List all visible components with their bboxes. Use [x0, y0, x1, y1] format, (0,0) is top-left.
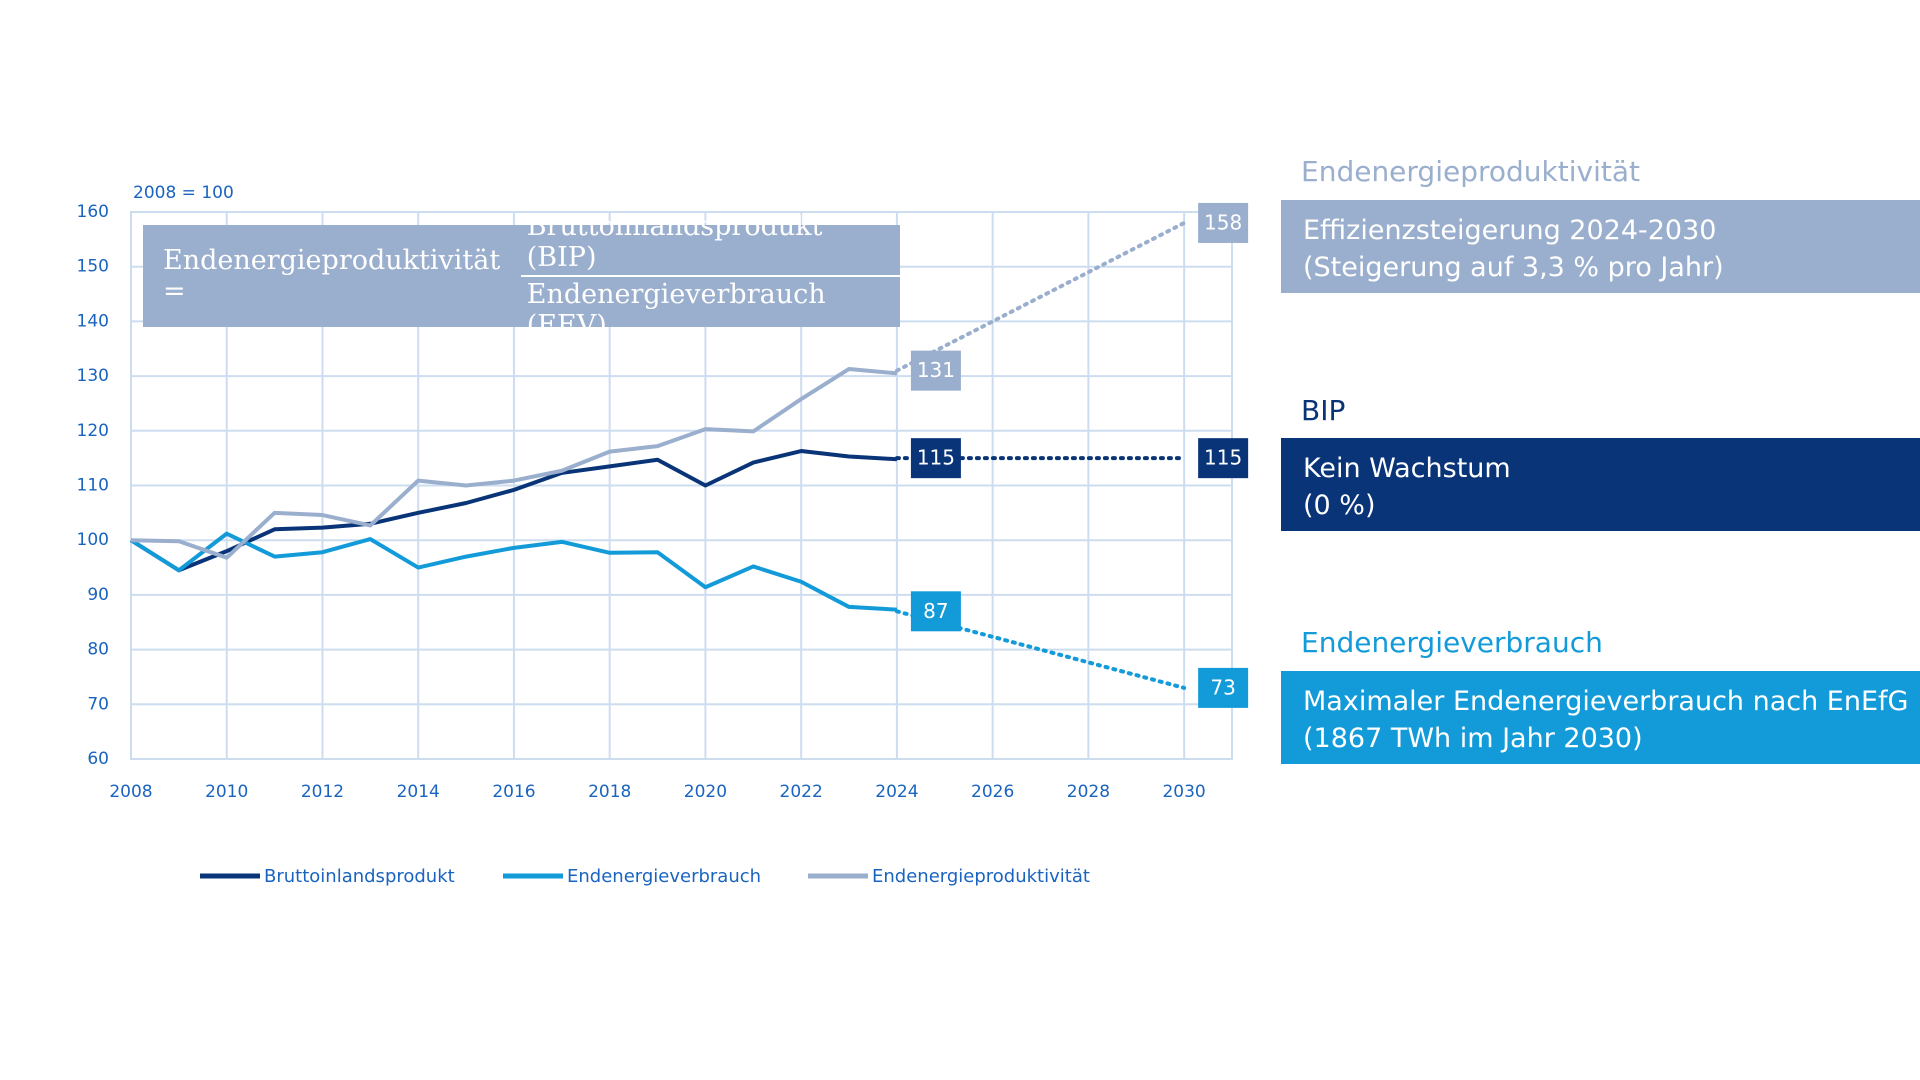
y-tick-label: 90 — [87, 585, 109, 605]
panel-text: Maximaler Endenergieverbrauch nach EnEfG — [1303, 686, 1909, 717]
x-tick-label: 2012 — [301, 782, 344, 802]
legend-label: Endenergieproduktivität — [872, 866, 1090, 887]
x-tick-label: 2028 — [1067, 782, 1110, 802]
y-tick-label: 70 — [87, 694, 109, 714]
y-tick-label: 100 — [77, 530, 109, 550]
x-tick-label: 2024 — [875, 782, 918, 802]
y-tick-label: 110 — [77, 476, 109, 496]
x-tick-label: 2010 — [205, 782, 248, 802]
value-label: 158 — [1204, 210, 1242, 234]
x-tick-label: 2022 — [780, 782, 823, 802]
y-tick-label: 130 — [77, 366, 109, 386]
y-tick-label: 140 — [77, 311, 109, 331]
projection-line — [894, 220, 1187, 373]
series-line — [129, 531, 898, 612]
y-tick-label: 120 — [77, 421, 109, 441]
value-label: 115 — [1204, 446, 1242, 470]
value-box — [910, 591, 961, 632]
y-tick-label: 160 — [77, 202, 109, 222]
value-box — [910, 350, 961, 391]
panel-box: Kein Wachstum (0 %) — [1281, 438, 1920, 531]
x-tick-label: 2030 — [1162, 782, 1205, 802]
value-label: 131 — [917, 358, 955, 382]
panel-heading: Endenergieverbrauch — [1301, 626, 1603, 659]
value-box — [1198, 438, 1249, 479]
x-tick-label: 2008 — [109, 782, 152, 802]
panel-box: Maximaler Endenergieverbrauch nach EnEfG… — [1281, 671, 1920, 764]
panel-text: Effizienzsteigerung 2024-2030 — [1303, 215, 1717, 246]
panel-text: (1867 TWh im Jahr 2030) — [1303, 723, 1643, 754]
legend-label: Endenergieverbrauch — [567, 866, 761, 887]
denominator: Endenergieverbrauch (EEV) — [526, 279, 826, 341]
panel-heading: Endenergieproduktivität — [1301, 155, 1640, 188]
panel-box: Effizienzsteigerung 2024-2030 (Steigerung… — [1281, 200, 1920, 293]
plot-frame — [130, 211, 1233, 760]
x-tick-label: 2016 — [492, 782, 535, 802]
x-tick-label: 2026 — [971, 782, 1014, 802]
value-label: 87 — [923, 599, 948, 623]
value-label: 115 — [917, 446, 955, 470]
panel-text: (Steigerung auf 3,3 % pro Jahr) — [1303, 252, 1724, 283]
y-tick-label: 150 — [77, 257, 109, 277]
value-box — [1198, 667, 1249, 708]
x-tick-label: 2014 — [397, 782, 440, 802]
panel-heading: BIP — [1301, 394, 1346, 427]
series-line — [130, 366, 898, 560]
y-tick-label: 60 — [87, 749, 109, 769]
y-tick-label: 80 — [87, 640, 109, 660]
x-tick-label: 2018 — [588, 782, 631, 802]
panel-text: Kein Wachstum — [1303, 453, 1511, 484]
fraction: Bruttoinlandsprodukt (BIP) Endenergiever… — [520, 209, 900, 343]
value-box — [1198, 202, 1249, 243]
panel-text: (0 %) — [1303, 490, 1376, 521]
formula-left: Endenergieproduktivität = — [163, 245, 501, 307]
series-line — [129, 449, 898, 573]
formula: Endenergieproduktivität = Bruttoinlandsp… — [143, 211, 900, 341]
legend-label: Bruttoinlandsprodukt — [264, 866, 455, 887]
numerator: Bruttoinlandsprodukt (BIP) — [520, 209, 900, 277]
x-tick-label: 2020 — [684, 782, 727, 802]
index-note: 2008 = 100 — [133, 183, 234, 203]
value-label: 73 — [1210, 675, 1235, 699]
value-box — [910, 438, 961, 479]
